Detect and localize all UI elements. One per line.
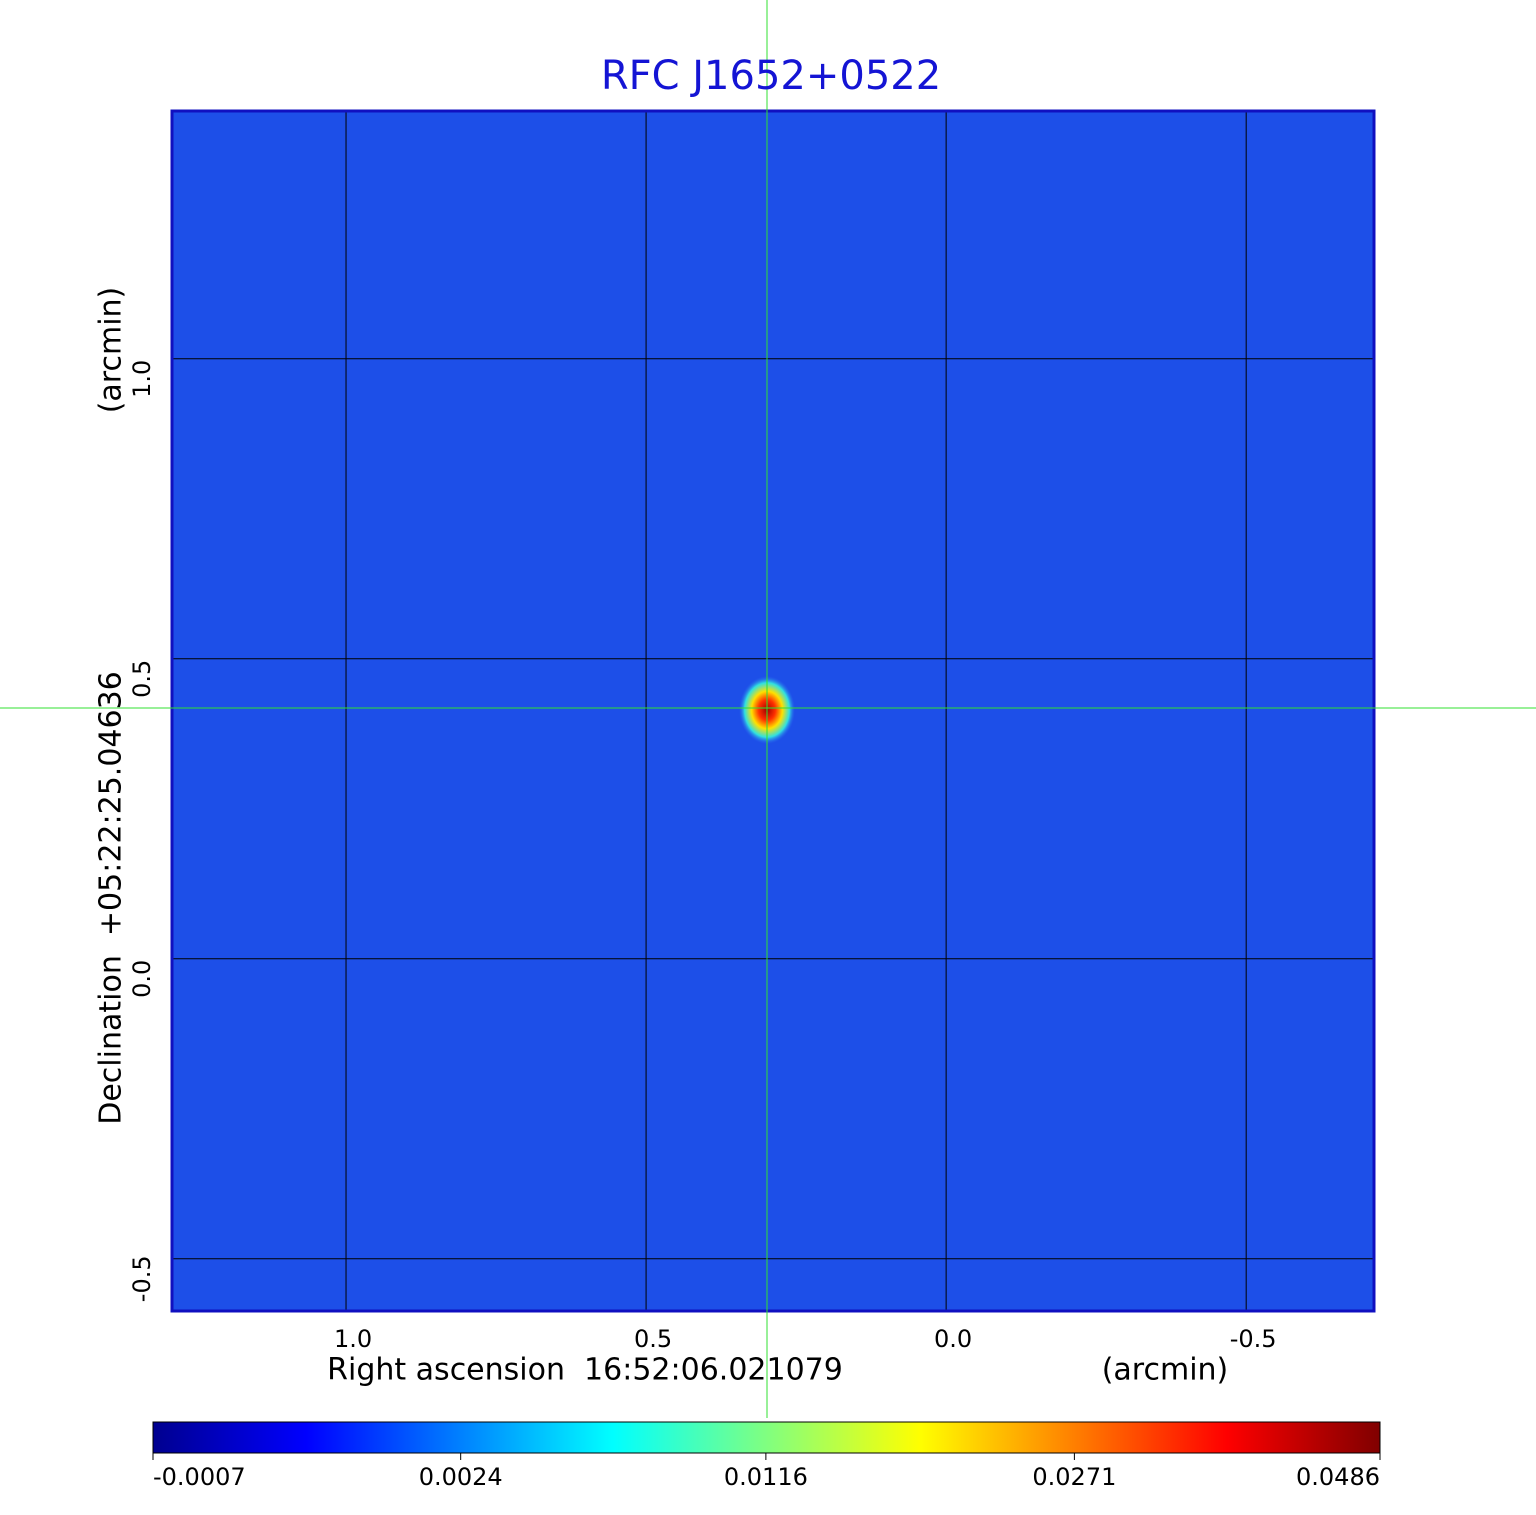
x-tick-label: 0.5: [634, 1325, 672, 1353]
x-axis-unit: (arcmin): [1102, 1353, 1229, 1388]
colorbar-tick-label: 0.0486: [1296, 1463, 1380, 1491]
chart-title: RFC J1652+0522: [601, 53, 941, 99]
colorbar-tick-label: 0.0271: [1032, 1463, 1116, 1491]
colorbar-tick-label: -0.0007: [153, 1463, 246, 1491]
x-tick-label: 1.0: [334, 1325, 372, 1353]
y-tick-label: -0.5: [128, 1255, 156, 1302]
y-tick-label: 0.5: [128, 660, 156, 698]
x-tick-label: 0.0: [934, 1325, 972, 1353]
colorbar-tick-label: 0.0024: [419, 1463, 503, 1491]
frame: [170, 109, 1376, 1313]
y-axis-label: Declination +05:22:25.04636: [94, 671, 129, 1125]
x-tick-label: -0.5: [1230, 1325, 1277, 1353]
x-axis-label: Right ascension 16:52:06.021079: [327, 1353, 843, 1388]
colorbar: [152, 1421, 1381, 1454]
colorbar-tick-label: 0.0116: [724, 1463, 808, 1491]
y-axis-unit: (arcmin): [94, 287, 129, 414]
y-tick-label: 1.0: [128, 360, 156, 398]
y-tick-label: 0.0: [128, 960, 156, 998]
